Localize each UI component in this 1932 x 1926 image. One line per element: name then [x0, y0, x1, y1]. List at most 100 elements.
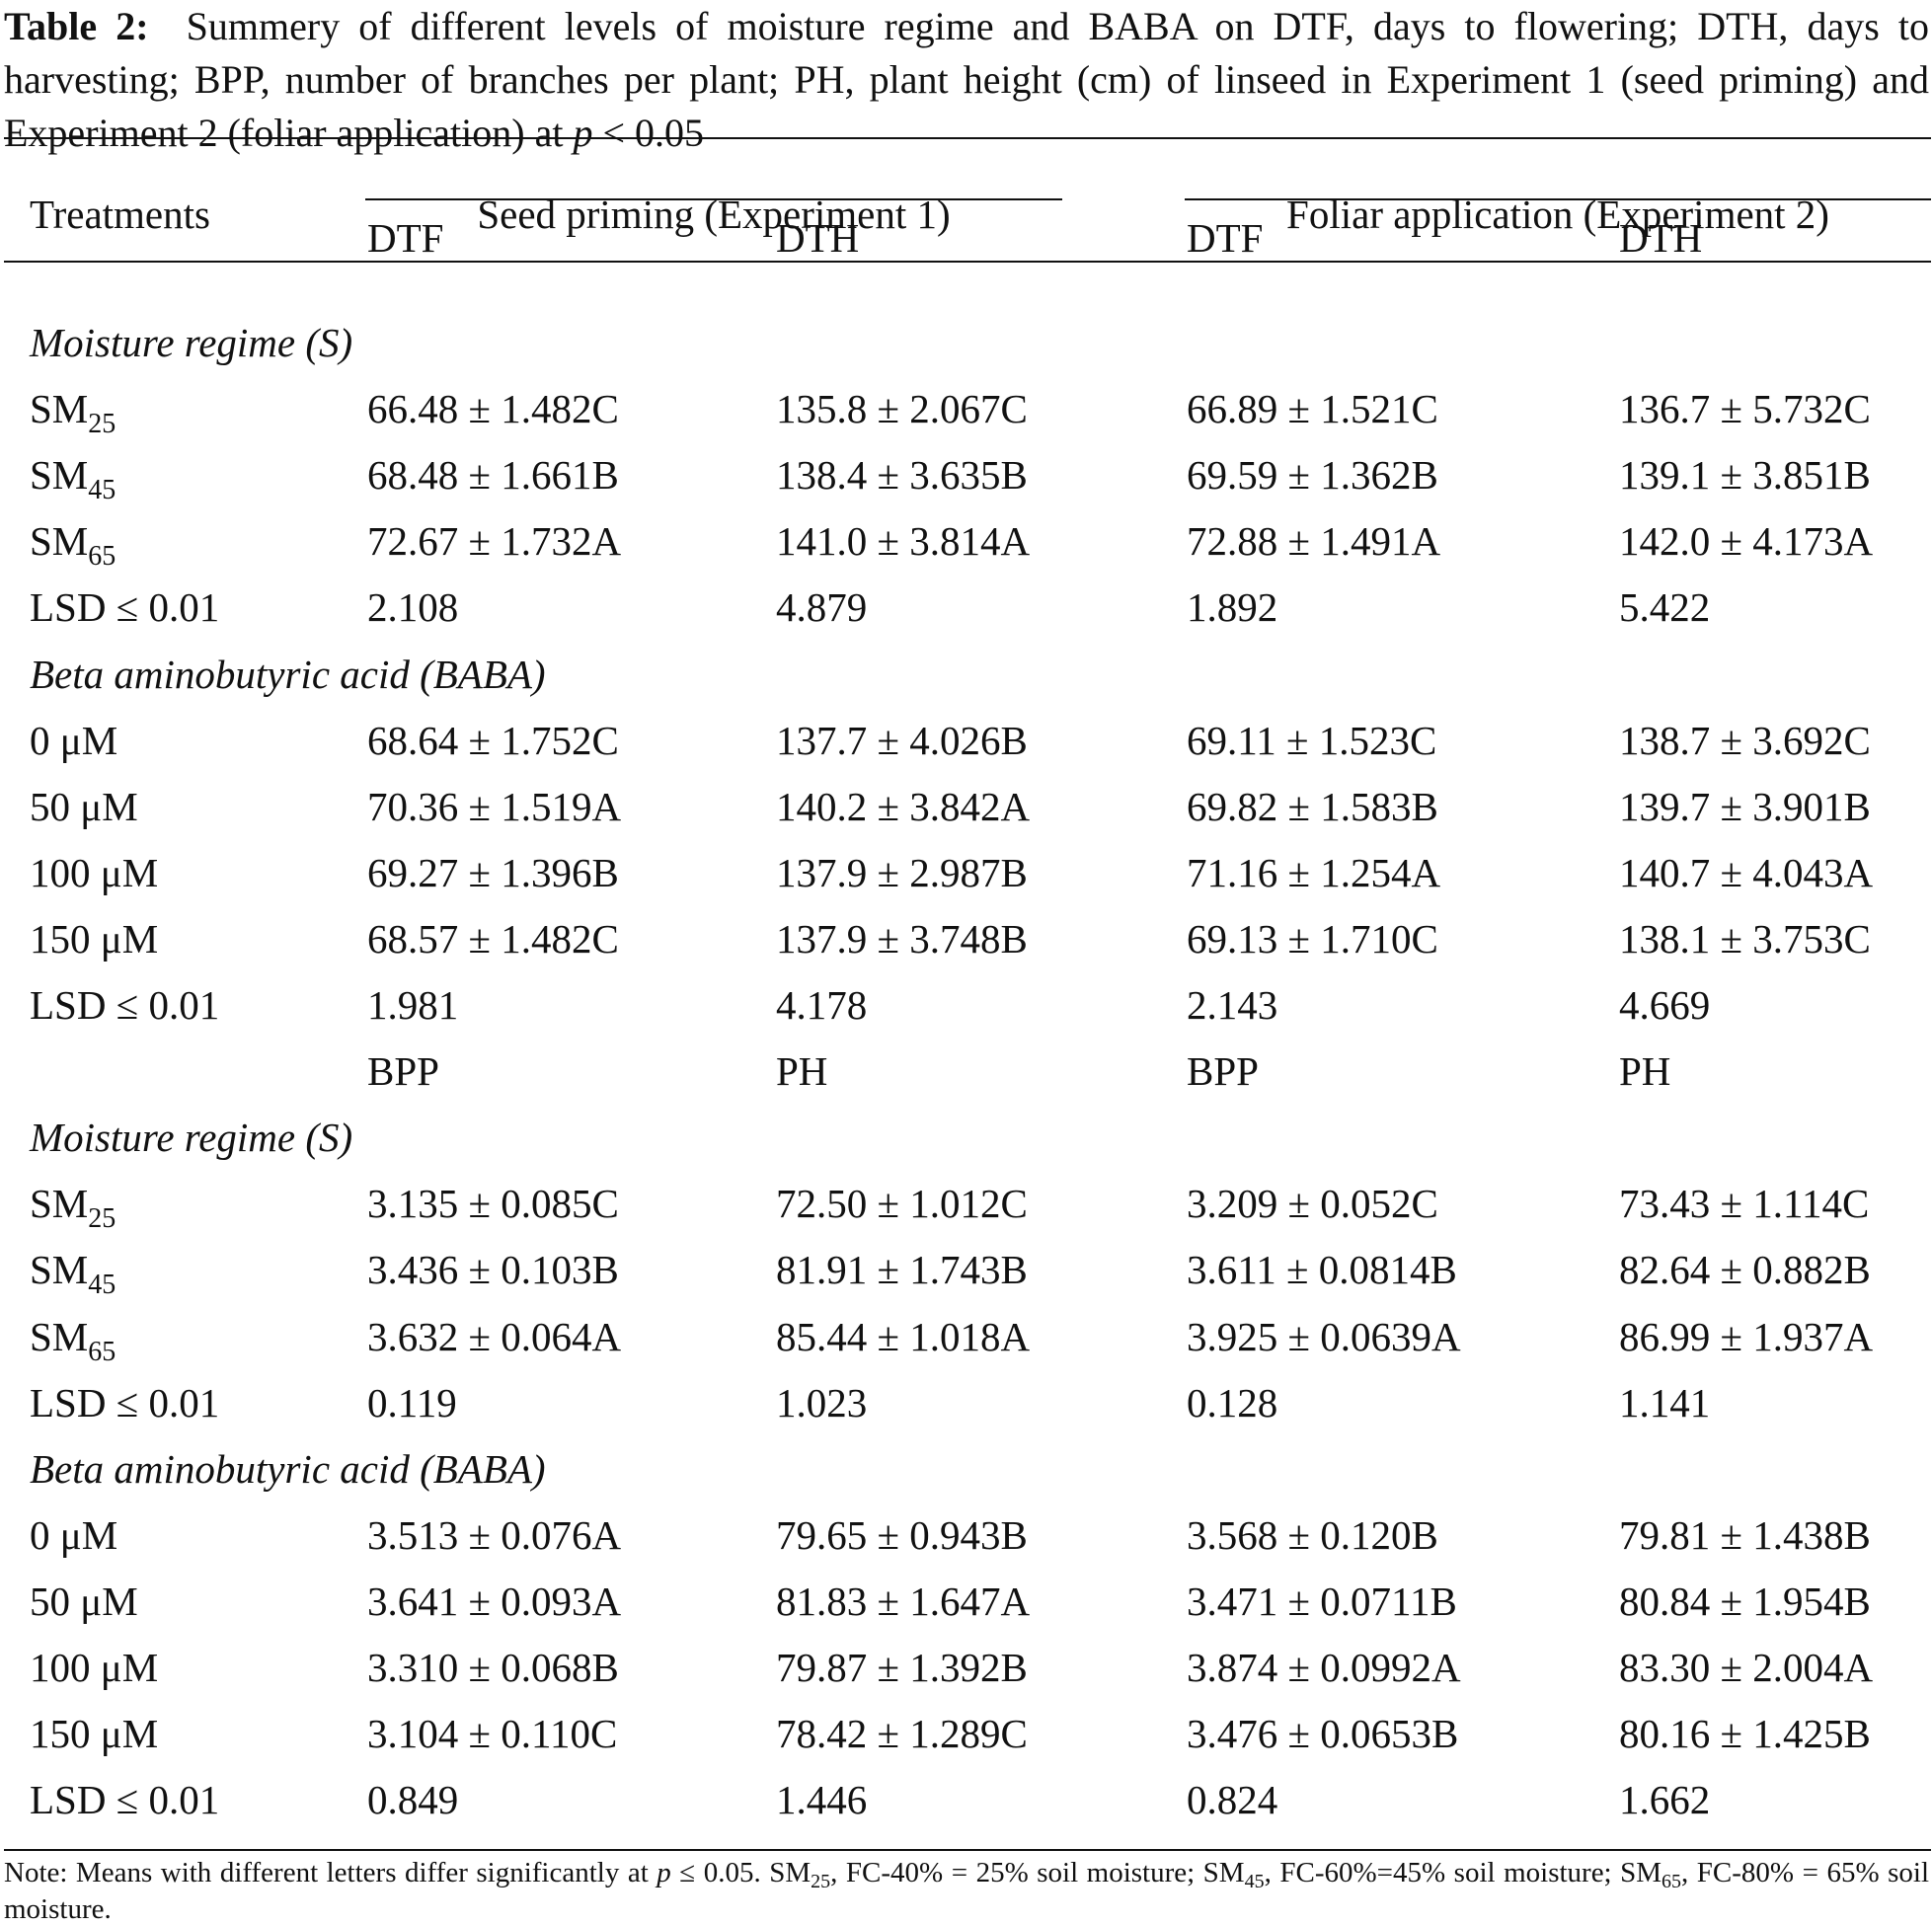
table-cell: 135.8 ± 2.067C: [776, 386, 1028, 431]
column-header: BPP: [1187, 1048, 1259, 1094]
table-cell: 3.135 ± 0.085C: [367, 1181, 619, 1226]
table-cell: 0.849: [367, 1777, 459, 1822]
table-cell: 3.925 ± 0.0639A: [1187, 1314, 1461, 1359]
table-cell: 68.48 ± 1.661B: [367, 452, 619, 498]
table-cell: 2.143: [1187, 982, 1278, 1028]
row-label-text: SM: [30, 1314, 89, 1359]
row-label: SM65: [30, 517, 116, 572]
exp2-header: Foliar application (Experiment 2): [1286, 192, 1829, 237]
row-label-text: SM: [30, 386, 89, 431]
table-cell: 0.119: [367, 1380, 457, 1425]
table-cell: 83.30 ± 2.004A: [1619, 1645, 1874, 1690]
table-cell: 138.7 ± 3.692C: [1619, 718, 1871, 763]
row-label-subscript: 25: [88, 409, 116, 439]
table-cell: 4.879: [776, 584, 868, 630]
section-heading: Moisture regime (S): [30, 1115, 353, 1160]
table-cell: 85.44 ± 1.018A: [776, 1314, 1031, 1359]
table-cell: 3.611 ± 0.0814B: [1187, 1247, 1457, 1292]
row-label-text: SM: [30, 452, 89, 498]
table-cell: 80.16 ± 1.425B: [1619, 1711, 1871, 1756]
table-caption: Table 2: Summery of different levels of …: [4, 0, 1929, 160]
note-p: p: [657, 1857, 671, 1888]
table-cell: 139.7 ± 3.901B: [1619, 784, 1871, 829]
table-cell: 79.81 ± 1.438B: [1619, 1512, 1871, 1558]
table-cell: 4.669: [1619, 982, 1711, 1028]
top-rule: [4, 137, 1931, 139]
table-cell: 1.141: [1619, 1380, 1711, 1425]
table-cell: 70.36 ± 1.519A: [367, 784, 622, 829]
note-text: , FC-80% = 65% soil moisture.: [4, 1857, 1930, 1925]
table-cell: 66.48 ± 1.482C: [367, 386, 619, 431]
row-label: LSD ≤ 0.01: [30, 1380, 220, 1425]
caption-text: Summery of different levels of moisture …: [4, 4, 1929, 155]
row-label: SM25: [30, 385, 116, 439]
table-cell: 68.57 ± 1.482C: [367, 916, 619, 962]
table-cell: 0.824: [1187, 1777, 1278, 1822]
table-cell: 68.64 ± 1.752C: [367, 718, 619, 763]
table-note: Note: Means with different letters diffe…: [4, 1856, 1929, 1926]
table-cell: 140.7 ± 4.043A: [1619, 850, 1874, 895]
table-cell: 3.874 ± 0.0992A: [1187, 1645, 1461, 1690]
table-cell: 5.422: [1619, 584, 1711, 630]
table-cell: 69.13 ± 1.710C: [1187, 916, 1438, 962]
row-label: 100 μM: [30, 850, 159, 895]
row-label-text: SM: [30, 1181, 89, 1226]
exp1-underline: [365, 198, 1062, 200]
row-label: SM45: [30, 1246, 116, 1300]
caption-threshold: < 0.05: [592, 111, 705, 155]
table-cell: 3.641 ± 0.093A: [367, 1579, 622, 1624]
table-cell: 69.82 ± 1.583B: [1187, 784, 1438, 829]
table-cell: 4.178: [776, 982, 868, 1028]
table-cell: 1.662: [1619, 1777, 1711, 1822]
header-rule: [4, 261, 1931, 263]
caption-p: p: [573, 111, 593, 155]
row-label: SM65: [30, 1313, 116, 1367]
table-cell: 137.9 ± 3.748B: [776, 916, 1028, 962]
row-label: LSD ≤ 0.01: [30, 982, 220, 1028]
table-cell: 137.7 ± 4.026B: [776, 718, 1028, 763]
table-cell: 3.632 ± 0.064A: [367, 1314, 622, 1359]
table-cell: 1.023: [776, 1380, 868, 1425]
table-cell: 79.65 ± 0.943B: [776, 1512, 1028, 1558]
table-cell: 138.4 ± 3.635B: [776, 452, 1028, 498]
table-cell: 69.27 ± 1.396B: [367, 850, 619, 895]
table-cell: 73.43 ± 1.114C: [1619, 1181, 1870, 1226]
row-label: 150 μM: [30, 1711, 159, 1756]
table-cell: 3.104 ± 0.110C: [367, 1711, 618, 1756]
table-cell: 69.59 ± 1.362B: [1187, 452, 1438, 498]
table-cell: 82.64 ± 0.882B: [1619, 1247, 1871, 1292]
bottom-rule: [4, 1849, 1931, 1851]
row-label-subscript: 45: [88, 475, 116, 505]
note-sub: 45: [1244, 1871, 1265, 1892]
row-label: LSD ≤ 0.01: [30, 584, 220, 630]
table-cell: 2.108: [367, 584, 459, 630]
table-cell: 0.128: [1187, 1380, 1278, 1425]
table-cell: 140.2 ± 3.842A: [776, 784, 1031, 829]
table-cell: 86.99 ± 1.937A: [1619, 1314, 1874, 1359]
note-text: ≤ 0.05. SM: [670, 1857, 811, 1888]
column-header: DTH: [776, 215, 860, 261]
table-cell: 136.7 ± 5.732C: [1619, 386, 1871, 431]
row-label: 100 μM: [30, 1645, 159, 1690]
note-text: , FC-40% = 25% soil moisture; SM: [830, 1857, 1245, 1888]
table-cell: 3.310 ± 0.068B: [367, 1645, 619, 1690]
table-cell: 138.1 ± 3.753C: [1619, 916, 1871, 962]
table-cell: 3.209 ± 0.052C: [1187, 1181, 1438, 1226]
row-label-text: SM: [30, 1247, 89, 1292]
table-cell: 141.0 ± 3.814A: [776, 518, 1031, 564]
section-heading: Moisture regime (S): [30, 320, 353, 365]
column-header: DTF: [1187, 215, 1264, 261]
row-label: 0 μM: [30, 718, 118, 763]
table-cell: 81.83 ± 1.647A: [776, 1579, 1031, 1624]
table-cell: 1.981: [367, 982, 459, 1028]
table-cell: 81.91 ± 1.743B: [776, 1247, 1028, 1292]
table-cell: 80.84 ± 1.954B: [1619, 1579, 1871, 1624]
table-cell: 137.9 ± 2.987B: [776, 850, 1028, 895]
table-cell: 3.476 ± 0.0653B: [1187, 1711, 1459, 1756]
column-header: BPP: [367, 1048, 439, 1094]
exp2-underline: [1185, 198, 1931, 200]
row-label: 50 μM: [30, 1579, 138, 1624]
row-label-subscript: 65: [88, 541, 116, 572]
table-cell: 3.513 ± 0.076A: [367, 1512, 622, 1558]
table-cell: 71.16 ± 1.254A: [1187, 850, 1441, 895]
